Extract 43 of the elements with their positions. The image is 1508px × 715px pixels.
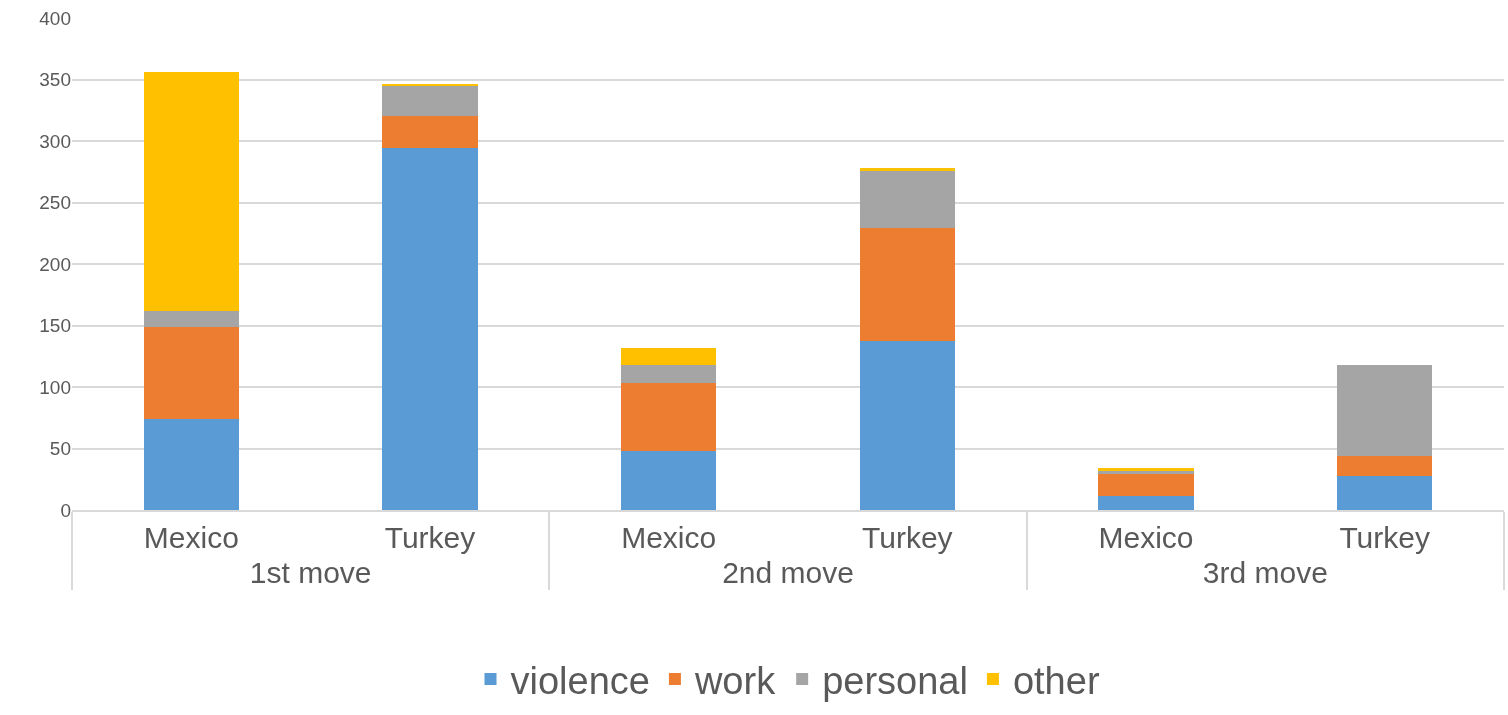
- bar: [382, 148, 478, 510]
- legend-label: other: [1012, 659, 1100, 702]
- bar: [859, 170, 956, 229]
- bar: [620, 383, 717, 451]
- bar: [620, 364, 717, 384]
- x-tick-label: Mexico: [1098, 520, 1194, 554]
- legend-label: work: [693, 659, 777, 702]
- y-tick-label: 50: [49, 438, 71, 460]
- bar: [1336, 455, 1433, 476]
- bar: [1336, 475, 1433, 510]
- bar: [1336, 364, 1433, 456]
- x-tick-label: Mexico: [621, 520, 717, 554]
- bar: [143, 310, 240, 327]
- bar: [1098, 474, 1194, 497]
- text: 3rd move: [1202, 555, 1328, 589]
- bar: [382, 116, 478, 149]
- x-tick-label: Mexico: [143, 520, 239, 554]
- y-tick-label: 250: [39, 192, 71, 214]
- x-tick-label: Turkey: [384, 520, 476, 554]
- bar: [143, 72, 240, 311]
- x-tick-label: Turkey: [862, 520, 953, 554]
- y-tick-label: 300: [39, 130, 71, 152]
- bar: [143, 326, 240, 419]
- bar: [620, 450, 717, 510]
- x-tick-label: Turkey: [1339, 520, 1430, 554]
- y-tick-label: 0: [60, 499, 71, 521]
- legend-label: violence: [510, 659, 650, 702]
- y-tick-label: 350: [39, 69, 71, 91]
- bar: [1098, 496, 1194, 510]
- bar: [143, 418, 240, 510]
- bar: [382, 85, 478, 117]
- text: 2nd move: [722, 555, 854, 589]
- y-tick-label: 200: [39, 253, 71, 275]
- bar: [859, 228, 956, 342]
- y-tick-label: 150: [39, 315, 71, 337]
- bar: [859, 341, 956, 510]
- bar: [620, 347, 717, 365]
- y-tick-label: 100: [39, 376, 71, 398]
- bar: [859, 168, 956, 171]
- bar: [1098, 468, 1194, 471]
- legend-label: personal: [822, 659, 968, 702]
- y-tick-label: 400: [39, 7, 71, 29]
- text: 1st move: [249, 555, 372, 589]
